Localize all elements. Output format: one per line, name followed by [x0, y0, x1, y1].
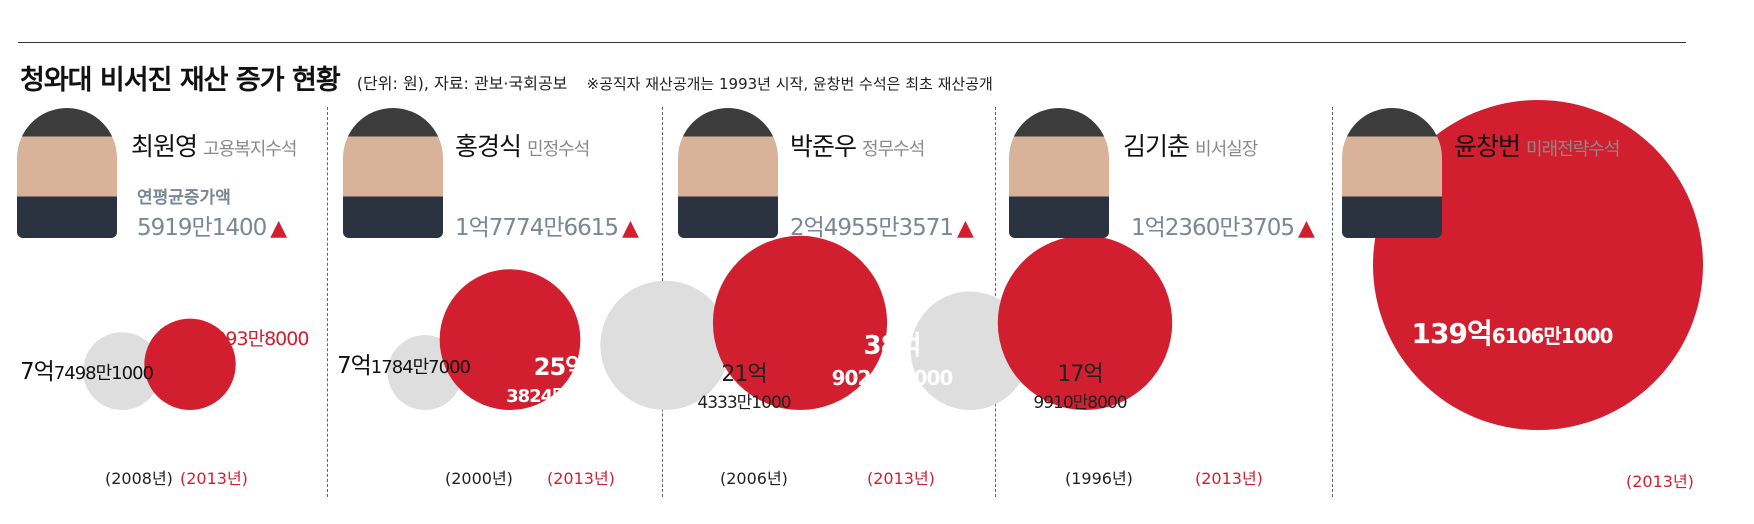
person-name: 윤창번 미래전략수석 — [1454, 132, 1620, 161]
bubble-after-3 — [997, 235, 1173, 410]
after-value-label: 25억 3824만1000 — [506, 353, 615, 407]
before-value-label: 7억7498만1000 — [20, 359, 154, 385]
person-role: 민정수석 — [527, 139, 590, 160]
person-name: 최원영 고용복지수석 — [131, 132, 297, 161]
after-year: (2013년) — [180, 469, 248, 488]
bubble-after-0 — [144, 318, 236, 410]
portrait-photo — [343, 108, 443, 238]
panel-choi: 최원영 고용복지수석 연평균증가액 5919만1400 ▲ 7억7498만1000 … — [0, 100, 327, 520]
avg-increase: 1억7774만6615 ▲ — [455, 215, 639, 241]
person-role: 정무수석 — [862, 139, 925, 160]
person-role: 비서실장 — [1195, 139, 1258, 160]
bubble-after-4 — [1373, 100, 1703, 430]
person-role: 미래전략수석 — [1526, 139, 1620, 160]
before-value-label: 7억1784만7000 — [337, 353, 471, 379]
top-rule — [18, 42, 1686, 43]
panel-hong: 홍경식 민정수석 1억7774만6615 ▲ 7억1784만7000 25억 3824… — [327, 100, 662, 520]
person-name: 김기춘 비서실장 — [1123, 132, 1258, 161]
after-year: (2013년) — [1195, 469, 1263, 488]
title-row: 청와대 비서진 재산 증가 현황 (단위: 원), 자료: 관보·국회공보 ※공… — [20, 58, 993, 97]
person-name: 홍경식 민정수석 — [455, 132, 590, 161]
chart-title: 청와대 비서진 재산 증가 현황 — [20, 65, 341, 96]
panel-divider — [327, 107, 328, 497]
portrait-photo — [17, 108, 117, 238]
bubble-before-0 — [83, 332, 161, 410]
up-triangle-icon: ▲ — [270, 216, 287, 241]
person-role: 고용복지수석 — [203, 139, 297, 160]
bubble-before-2 — [600, 280, 730, 410]
after-year: (2013년) — [867, 469, 935, 488]
before-year: (2006년) — [720, 469, 788, 488]
before-value-label: 17억 9910만8000 — [1033, 362, 1127, 413]
bubble-after-1 — [439, 269, 581, 411]
up-triangle-icon: ▲ — [1298, 216, 1315, 241]
panel-yoon: 윤창번 미래전략수석 139억6106만1000 (2013년) — [1332, 100, 1754, 520]
up-triangle-icon: ▲ — [957, 216, 974, 241]
panel-divider — [1332, 107, 1333, 497]
before-year: (1996년) — [1065, 469, 1133, 488]
after-year: (2013년) — [547, 469, 615, 488]
after-year: (2013년) — [1626, 472, 1694, 491]
increase-label: 연평균증가액 — [137, 188, 231, 208]
after-value-label: 38억 9020만6000 — [831, 331, 954, 390]
after-value-label: 139억6106만1000 — [1411, 317, 1614, 350]
panel-kim: 김기춘 비서실장 1억2360만3705 ▲ 17억 9910만8000 39억 37만… — [995, 100, 1332, 520]
bubble-after-2 — [712, 235, 888, 410]
portrait-photo — [1342, 108, 1442, 238]
avg-increase: 2억4955만3571 ▲ — [790, 215, 974, 241]
after-value-label: 10억7093만8000 — [158, 326, 309, 351]
person-name: 박준우 정무수석 — [790, 132, 925, 161]
after-value-label: 39억 37만1000 — [1172, 331, 1269, 390]
avg-increase: 1억2360만3705 ▲ — [1131, 215, 1315, 241]
before-year: (2000년) — [445, 469, 513, 488]
portrait-photo — [1009, 108, 1109, 238]
up-triangle-icon: ▲ — [622, 216, 639, 241]
before-value-label: 21억 4333만1000 — [697, 362, 791, 413]
disclosure-note: ※공직자 재산공개는 1993년 시작, 윤창번 수석은 최초 재산공개 — [586, 75, 993, 93]
portrait-photo — [678, 108, 778, 238]
unit-source-note: (단위: 원), 자료: 관보·국회공보 — [356, 74, 568, 93]
panel-park: 박준우 정무수석 2억4955만3571 ▲ 21억 4333만1000 38억 902… — [662, 100, 995, 520]
avg-increase: 5919만1400 ▲ — [137, 215, 287, 241]
before-year: (2008년) — [105, 469, 173, 488]
